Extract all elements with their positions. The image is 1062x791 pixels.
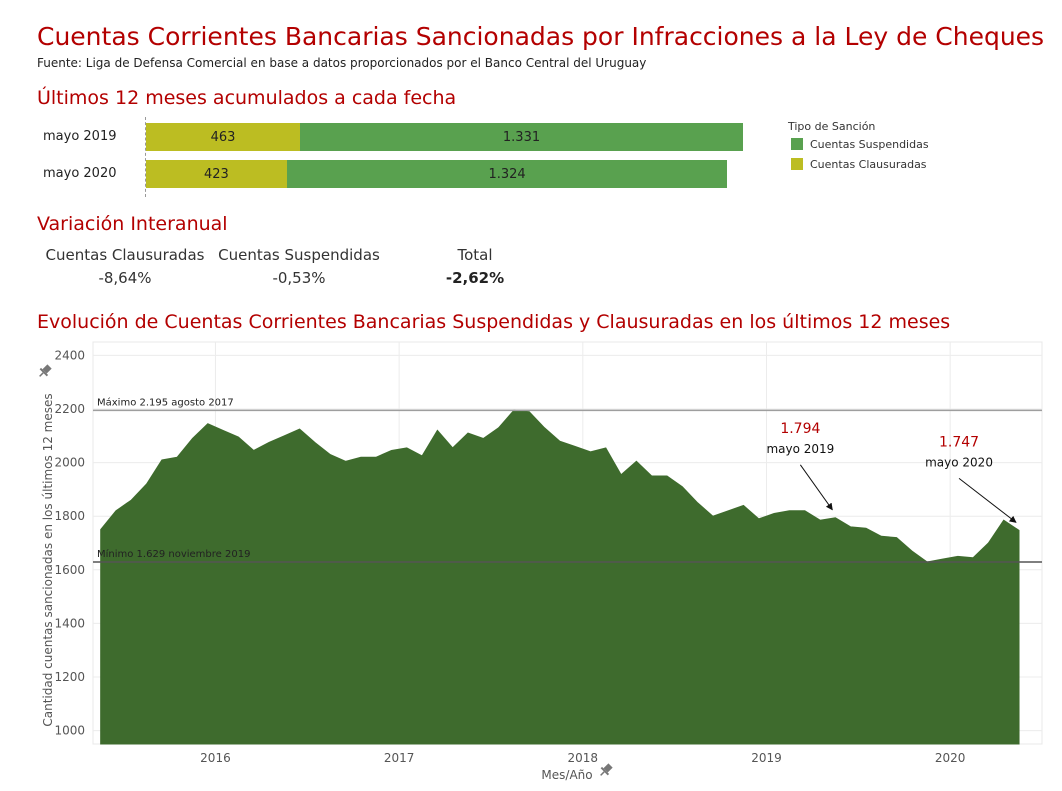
annotation-label: mayo 2019 <box>766 442 834 456</box>
reference-lines: Máximo 2.195 agosto 2017 Mínimo 1.629 nov… <box>93 396 1042 563</box>
y-tick-label: 1800 <box>54 509 85 523</box>
variation-label-suspendidas: Cuentas Suspendidas <box>218 246 380 264</box>
reference-line-label: Máximo 2.195 agosto 2017 <box>97 396 234 408</box>
y-tick-label: 1200 <box>54 670 85 684</box>
legend-item-clausuradas[interactable]: Cuentas Clausuradas <box>791 158 927 171</box>
legend-swatch-clausuradas <box>791 158 803 170</box>
bar-segment[interactable]: 463 <box>146 123 301 151</box>
legend-label: Cuentas Clausuradas <box>810 158 927 171</box>
legend-item-suspendidas[interactable]: Cuentas Suspendidas <box>791 138 929 151</box>
legend-title: Tipo de Sanción <box>788 120 876 133</box>
section-title-variation: Variación Interanual <box>37 213 228 235</box>
variation-value-clausuradas: -8,64% <box>98 269 152 287</box>
legend-swatch-suspendidas <box>791 138 803 150</box>
x-tick-label: 2016 <box>200 751 231 765</box>
x-axis-title: Mes/Año <box>541 768 592 782</box>
x-tick-label: 2019 <box>751 751 782 765</box>
area-chart: Máximo 2.195 agosto 2017 Mínimo 1.629 nov… <box>36 341 1043 782</box>
source-note: Fuente: Liga de Defensa Comercial en bas… <box>37 56 647 70</box>
annotation-arrow <box>958 478 1017 523</box>
y-tick-label: 2200 <box>54 402 85 416</box>
section-title-last12: Últimos 12 meses acumulados a cada fecha <box>37 87 457 109</box>
x-tick-label: 2020 <box>935 751 966 765</box>
variation-label-total: Total <box>457 246 493 264</box>
y-tick-label: 1000 <box>54 724 85 738</box>
axis-ticks: 1000 1200 1400 1600 1800 2000 2200 2400 2016 2017… <box>54 348 965 765</box>
y-tick-label: 1600 <box>54 563 85 577</box>
annotation-value: 1.747 <box>939 434 979 450</box>
reference-line-label: Mínimo 1.629 noviembre 2019 <box>97 548 250 560</box>
annotations: 1.794 mayo 2019 1.747 mayo 2020 <box>766 421 1017 523</box>
bar-row-label: mayo 2019 <box>43 129 117 144</box>
pin-icon[interactable] <box>36 363 53 380</box>
variation-value-total: -2,62% <box>445 269 505 287</box>
bar-segment[interactable]: 1.331 <box>300 123 743 151</box>
section-title-evolution: Evolución de Cuentas Corrientes Bancaria… <box>37 311 951 333</box>
bar-axis-line <box>145 117 146 197</box>
area-series <box>100 409 1020 745</box>
y-axis-title: Cantidad cuentas sancionadas en los últi… <box>41 393 55 726</box>
x-tick-label: 2018 <box>568 751 599 765</box>
page-title: Cuentas Corrientes Bancarias Sancionadas… <box>37 22 1045 51</box>
annotation-value: 1.794 <box>780 421 820 437</box>
variation-value-suspendidas: -0,53% <box>272 269 326 287</box>
y-tick-label: 1400 <box>54 616 85 630</box>
x-tick-label: 2017 <box>384 751 415 765</box>
y-tick-label: 2000 <box>54 456 85 470</box>
bar-row-label: mayo 2020 <box>43 166 117 181</box>
variation-label-clausuradas: Cuentas Clausuradas <box>45 246 205 264</box>
pin-icon[interactable] <box>597 762 614 779</box>
area-series-path <box>100 409 1020 745</box>
annotation-arrow <box>799 464 833 511</box>
bar-segment[interactable]: 1.324 <box>286 160 728 188</box>
annotation-label: mayo 2020 <box>925 455 993 469</box>
bar-segment[interactable]: 423 <box>146 160 287 188</box>
y-tick-label: 2400 <box>54 348 85 362</box>
legend-label: Cuentas Suspendidas <box>810 138 929 151</box>
